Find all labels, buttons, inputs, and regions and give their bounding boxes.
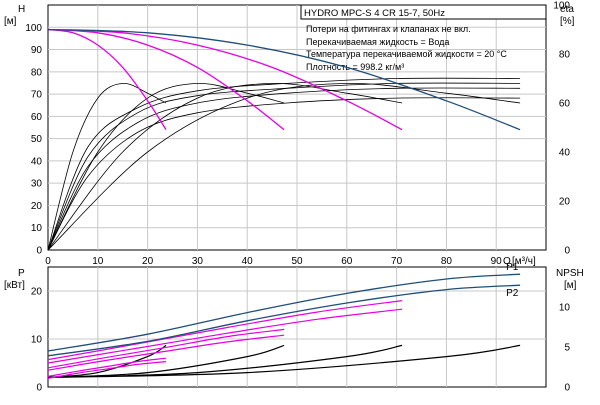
efficiency-curve	[47, 87, 521, 251]
efficiency-curve	[47, 82, 167, 251]
y-left-tick-label: 0	[36, 383, 42, 394]
series-label: P1	[506, 262, 519, 273]
x-tick-label: 40	[242, 256, 254, 267]
y-left-tick-label: 20	[31, 201, 43, 212]
y-left-tick-label: 0	[36, 246, 42, 257]
info-box-title-frame	[300, 4, 547, 20]
efficiency-curve	[47, 97, 521, 251]
y-left-tick-label: 40	[31, 156, 43, 167]
y-right-tick-label: 10	[559, 303, 571, 314]
y-right-tick-label: 60	[559, 99, 571, 110]
x-tick-label: 60	[341, 256, 353, 267]
y-left-tick-label: 50	[31, 134, 43, 145]
x-tick-label: 50	[291, 256, 303, 267]
y-left-tick-label: 80	[31, 67, 43, 78]
upper-left-axis-unit: [м]	[4, 16, 17, 27]
power-curve	[47, 334, 285, 371]
lower-right-axis-label: NPSH	[556, 268, 584, 279]
x-axis-label: Q	[503, 256, 511, 267]
lower-tick-labels: 0 10 20 0 5 10	[31, 287, 571, 394]
head-curve	[47, 28, 521, 131]
x-tick-label: 70	[391, 256, 403, 267]
x-tick-label: 0	[45, 256, 51, 267]
lower-curves: P1 P2	[47, 262, 521, 379]
upper-grid	[48, 5, 546, 250]
y-right-tick-label: 80	[559, 50, 571, 61]
y-left-tick-label: 20	[31, 287, 43, 298]
power-curve	[47, 328, 285, 369]
y-right-tick-label: 100	[553, 1, 570, 12]
info-line: Температура перекачиваемой жидкости = 20…	[306, 49, 507, 59]
head-curve	[47, 28, 285, 131]
efficiency-curve	[47, 82, 285, 251]
lower-grid	[48, 267, 546, 387]
x-tick-label: 90	[491, 256, 503, 267]
npsh-curve	[47, 344, 167, 378]
upper-curves	[47, 28, 521, 251]
y-left-tick-label: 30	[31, 179, 43, 190]
npsh-curve	[47, 344, 521, 378]
power-curve	[47, 357, 167, 377]
y-right-tick-label: 0	[564, 383, 570, 394]
y-right-tick-label: 5	[564, 343, 570, 354]
y-left-tick-label: 60	[31, 112, 43, 123]
y-right-tick-label: 40	[559, 148, 571, 159]
head-curve	[47, 28, 403, 131]
x-axis-unit: [м³/ч]	[512, 256, 536, 267]
info-box-title: HYDRO MPC-S 4 CR 15-7, 50Hz	[304, 8, 445, 19]
lower-left-axis-label: P	[18, 268, 25, 279]
labeled-power-curve	[47, 273, 521, 352]
efficiency-curve	[47, 82, 521, 251]
power-curve	[47, 308, 403, 364]
y-left-tick-label: 10	[31, 335, 43, 346]
lower-left-axis-unit: [кВт]	[4, 280, 25, 291]
info-line: Плотность = 998.2 кг/м³	[306, 62, 404, 72]
upper-right-axis-unit: [%]	[560, 16, 575, 27]
head-curve	[47, 28, 167, 131]
y-right-tick-label: 0	[564, 246, 570, 257]
labeled-power-curve	[47, 284, 521, 357]
series-label: P2	[506, 288, 519, 299]
y-left-tick-label: 10	[31, 223, 43, 234]
efficiency-curve	[47, 82, 521, 251]
power-curve	[47, 361, 167, 379]
y-left-tick-label: 70	[31, 90, 43, 101]
efficiency-curve	[47, 77, 521, 251]
upper-right-axis-label: eta	[560, 4, 574, 15]
y-left-tick-label: 100	[25, 23, 42, 34]
lower-right-axis-unit: [м]	[564, 280, 577, 291]
x-tick-label: 10	[92, 256, 104, 267]
efficiency-curve	[47, 82, 403, 251]
upper-tick-labels: 0 10 20 30 40 50 60 70 80 90 0 10 20 30 40 50 60 70 80 90 10…	[25, 1, 570, 268]
y-right-tick-label: 20	[559, 197, 571, 208]
info-line: Потери на фитингах и клапанах не вкл.	[306, 24, 471, 34]
x-tick-label: 20	[142, 256, 154, 267]
upper-left-axis-label: H	[18, 4, 25, 15]
x-tick-label: 80	[441, 256, 453, 267]
y-left-tick-label: 90	[31, 45, 43, 56]
x-tick-label: 30	[192, 256, 204, 267]
power-curve	[47, 300, 403, 361]
info-line: Перекачиваемая жидкость = Вода	[306, 37, 449, 47]
